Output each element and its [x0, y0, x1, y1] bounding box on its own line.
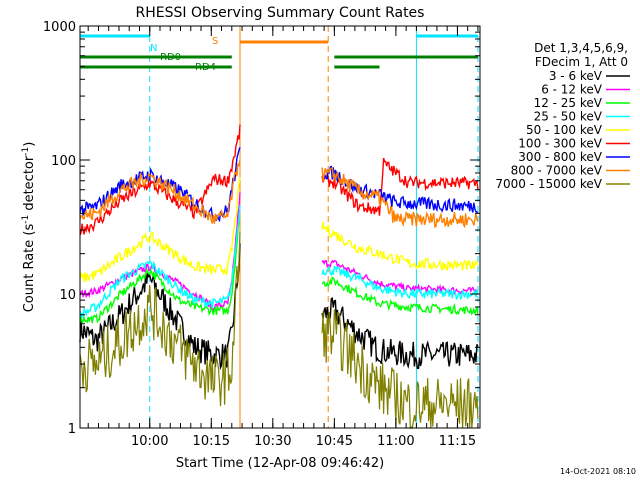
y-axis-label-part-3: ) — [22, 142, 37, 147]
x-tick-label-5: 11:15 — [439, 434, 476, 449]
x-axis-label: Start Time (12-Apr-08 09:46:42) — [176, 456, 384, 471]
legend-label-5: 100 - 300 keV — [518, 137, 602, 151]
series-line-2-segment-1 — [321, 276, 479, 316]
legend-label-6: 300 - 800 keV — [518, 150, 602, 164]
legend-label-2: 12 - 25 keV — [534, 96, 603, 110]
series-line-8-segment-1 — [321, 309, 479, 430]
series-line-3-segment-1 — [321, 265, 479, 301]
legend-label-4: 50 - 100 keV — [526, 123, 603, 137]
series-line-1-segment-1 — [321, 259, 479, 297]
legend-label-1: 6 - 12 keV — [541, 83, 603, 97]
legend-label-3: 25 - 50 keV — [534, 110, 603, 124]
legend: Det 1,3,4,5,6,9, FDecim 1, Att 0 3 - 6 k… — [495, 41, 630, 191]
series-line-5-segment-0 — [79, 124, 241, 236]
y-axis-label-sup-1: -1 — [21, 215, 31, 224]
series-line-0-segment-0 — [79, 243, 241, 371]
series-line-7-segment-0 — [79, 159, 241, 224]
flag-label-rd0: RD0 — [160, 52, 181, 63]
axes: 1 10 100 1000 10:00 10:15 10:30 10:45 11:00 11:15 — [43, 20, 480, 449]
y-tick-label-0: 1 — [68, 422, 76, 437]
legend-label-0: 3 - 6 keV — [549, 69, 603, 83]
x-tick-label-1: 10:15 — [193, 434, 230, 449]
series-line-8-segment-0 — [79, 231, 241, 407]
legend-label-7: 800 - 7000 keV — [511, 164, 603, 178]
series-line-4-segment-0 — [79, 177, 241, 282]
y-tick-label-1: 10 — [59, 288, 76, 303]
series-line-2-segment-0 — [79, 216, 241, 324]
y-axis-label-part-1: Count Rate (s — [22, 224, 37, 313]
x-tick-label-0: 10:00 — [131, 434, 168, 449]
legend-label-8: 7000 - 15000 keV — [495, 177, 602, 191]
y-axis-label-part-2: detector — [22, 155, 37, 215]
y-tick-label-3: 1000 — [43, 20, 76, 35]
flag-label-s: S — [212, 36, 218, 47]
series-line-7-segment-1 — [321, 167, 479, 229]
plot-frame — [79, 25, 481, 429]
x-tick-label-3: 10:45 — [316, 434, 353, 449]
series-line-3-segment-0 — [79, 204, 241, 318]
y-axis-label: Count Rate (s-1 detector-1) — [21, 142, 37, 313]
x-tick-label-4: 11:00 — [377, 434, 414, 449]
series-line-5-segment-1 — [321, 157, 479, 216]
y-tick-label-2: 100 — [51, 154, 76, 169]
series-line-4-segment-1 — [321, 221, 479, 271]
flag-label-n: N — [150, 43, 157, 54]
legend-header-line-2: FDecim 1, Att 0 — [535, 55, 628, 69]
timestamp: 14-Oct-2021 08:10 — [560, 467, 636, 476]
flag-label-rd4: RD4 — [195, 62, 216, 73]
legend-header-line-1: Det 1,3,4,5,6,9, — [534, 41, 628, 55]
series-line-0-segment-1 — [321, 297, 479, 370]
y-axis-label-sup-2: -1 — [21, 147, 31, 156]
x-tick-label-2: 10:30 — [254, 434, 291, 449]
chart-title: RHESSI Observing Summary Count Rates — [136, 5, 425, 21]
